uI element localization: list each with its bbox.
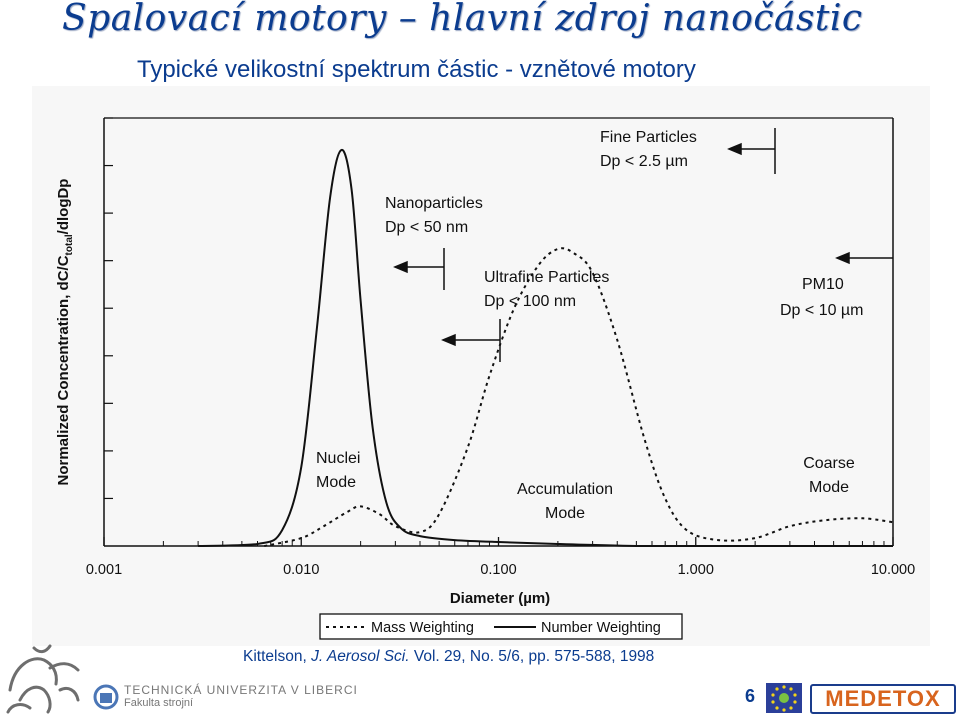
university-name: TECHNICKÁ UNIVERZITA V LIBERCI — [124, 683, 358, 697]
annotation-ultrafine: Ultrafine Particles — [484, 269, 609, 286]
annotation-nanoparticles-size: Dp < 50 nm — [385, 219, 468, 236]
x-tick-label: 0.100 — [480, 562, 516, 578]
university-logo-icon — [93, 684, 119, 710]
x-tick-label: 10.000 — [871, 562, 915, 578]
annotation-ultrafine-size: Dp < 100 nm — [484, 293, 576, 310]
annotation-coarse-mode-2: Mode — [809, 479, 849, 496]
number-weighting-series — [198, 149, 893, 548]
annotation-coarse-mode: Coarse — [803, 455, 855, 472]
pm10-cutoff-arrowhead — [835, 251, 850, 265]
annotation-nanoparticles: Nanoparticles — [385, 195, 483, 212]
eu-emblem-icon — [766, 683, 802, 713]
slide-title: Spalovací motory – hlavní zdroj nanočást… — [62, 0, 863, 39]
nano-cutoff-arrowhead — [393, 260, 408, 274]
annotation-pm10-size: Dp < 10 µm — [780, 302, 863, 319]
annotation-nuclei-mode: Nuclei — [316, 450, 360, 467]
page-number: 6 — [745, 686, 756, 706]
lion-emblem-icon — [6, 644, 80, 714]
citation: Kittelson, J. Aerosol Sci. Vol. 29, No. … — [243, 648, 655, 665]
ultrafine-cutoff-arrowhead — [441, 333, 456, 347]
figure-panel — [32, 86, 930, 646]
faculty-name: Fakulta strojní — [124, 697, 194, 709]
annotation-fine-particles-size: Dp < 2.5 µm — [600, 153, 688, 170]
x-tick-label: 1.000 — [678, 562, 714, 578]
fine-cutoff-arrowhead — [727, 142, 742, 156]
legend-mass-label: Mass Weighting — [371, 620, 474, 636]
legend-number-label: Number Weighting — [541, 620, 661, 636]
annotation-accumulation-mode: Accumulation — [517, 481, 613, 498]
annotation-nuclei-mode-2: Mode — [316, 474, 356, 491]
x-axis-label: Diameter (µm) — [450, 590, 550, 607]
y-axis-label: Normalized Concentration, dC/Ctotal/dlog… — [55, 179, 75, 486]
annotation-pm10: PM10 — [802, 276, 844, 293]
mass-weighting-series — [264, 247, 894, 547]
slide-subtitle: Typické velikostní spektrum částic - vzn… — [137, 56, 696, 83]
medetox-logo: MEDETOX — [810, 684, 956, 714]
x-tick-label: 0.010 — [283, 562, 319, 578]
annotation-fine-particles: Fine Particles — [600, 129, 697, 146]
annotation-accumulation-mode-2: Mode — [545, 505, 585, 522]
x-tick-label: 0.001 — [86, 562, 122, 578]
